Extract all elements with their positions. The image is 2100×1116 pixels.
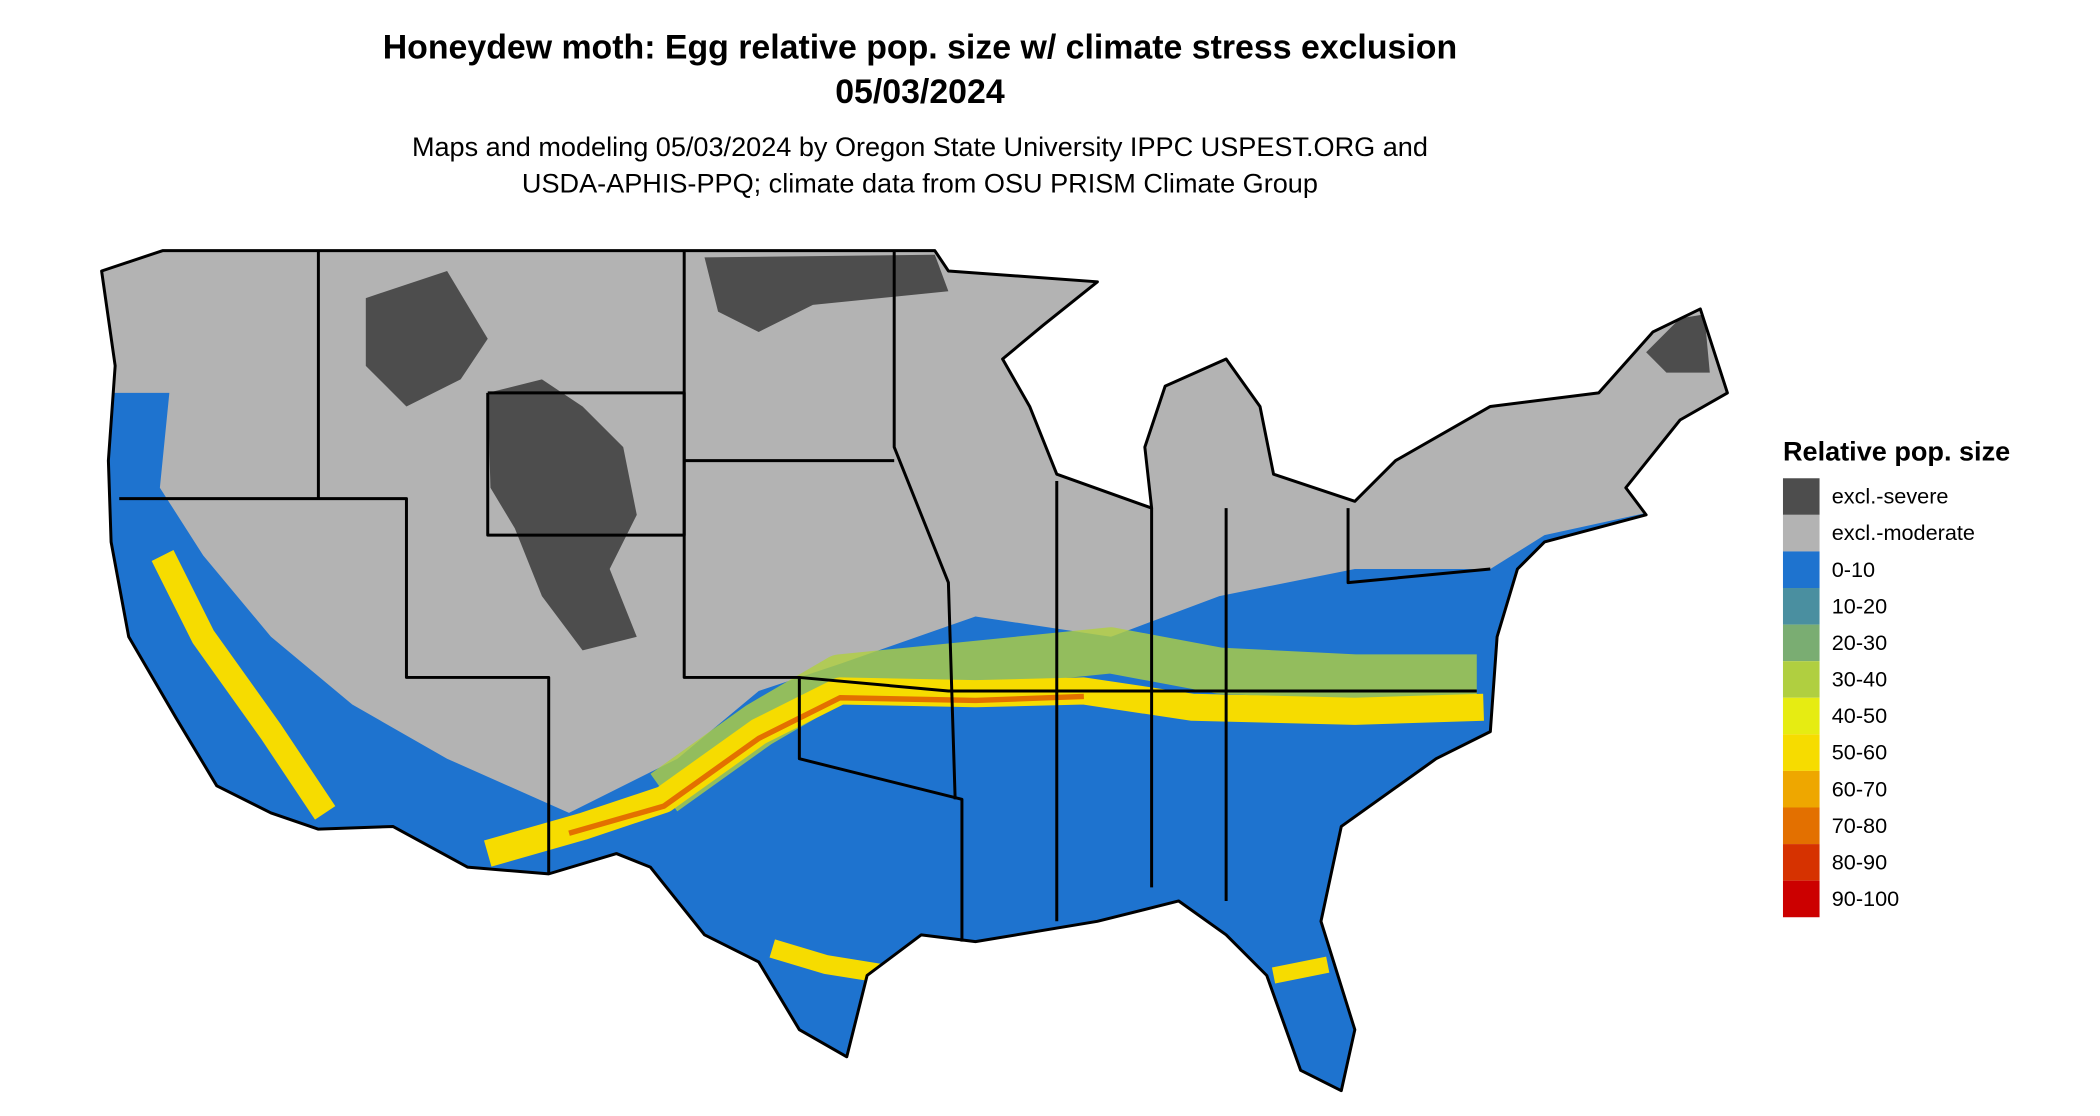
legend-label: excl.-moderate xyxy=(1832,520,1975,545)
legend-swatch xyxy=(1782,514,1820,552)
legend-label: excl.-severe xyxy=(1832,484,1949,509)
band-high xyxy=(151,550,336,820)
title: Honeydew moth: Egg relative pop. size w/… xyxy=(383,28,1457,66)
legend-label: 70-80 xyxy=(1832,813,1887,838)
us-map xyxy=(101,250,1728,1091)
legend-swatch xyxy=(1782,478,1820,515)
subtitle: Maps and modeling 05/03/2024 by Oregon S… xyxy=(412,131,1428,162)
subtitle: USDA-APHIS-PPQ; climate data from OSU PR… xyxy=(522,167,1318,198)
band-high xyxy=(484,677,1484,867)
region-severe xyxy=(487,379,637,651)
legend-label: 80-90 xyxy=(1832,849,1887,874)
legend-swatch xyxy=(1782,697,1820,735)
title-date: 05/03/2024 xyxy=(835,73,1005,111)
legend-swatch xyxy=(1782,661,1820,698)
legend-swatch xyxy=(1782,624,1820,662)
band-coast xyxy=(1271,956,1330,984)
legend-title: Relative pop. size xyxy=(1783,436,2010,467)
legend-swatch xyxy=(1782,588,1820,625)
legend-label: 90-100 xyxy=(1832,886,1899,911)
legend-swatch xyxy=(1782,734,1820,771)
legend-label: 50-60 xyxy=(1832,740,1887,765)
legend-label: 0-10 xyxy=(1832,557,1875,582)
legend-swatch xyxy=(1782,770,1820,808)
legend-label: 20-30 xyxy=(1832,630,1887,655)
legend-label: 30-40 xyxy=(1832,667,1887,692)
legend-swatch xyxy=(1782,844,1820,881)
legend-swatch xyxy=(1782,807,1820,845)
region-severe xyxy=(1646,314,1710,373)
legend-label: 10-20 xyxy=(1832,593,1887,618)
legend-swatch xyxy=(1782,880,1820,918)
legend: excl.-severe excl.-moderate 0-10 10-20 20-30… xyxy=(1782,478,1975,918)
legend-swatch xyxy=(1782,551,1820,589)
legend-label: 40-50 xyxy=(1832,703,1887,728)
state-borders xyxy=(100,249,1729,1093)
region-severe xyxy=(704,254,949,332)
region-severe xyxy=(365,270,488,407)
legend-label: 60-70 xyxy=(1832,776,1887,801)
